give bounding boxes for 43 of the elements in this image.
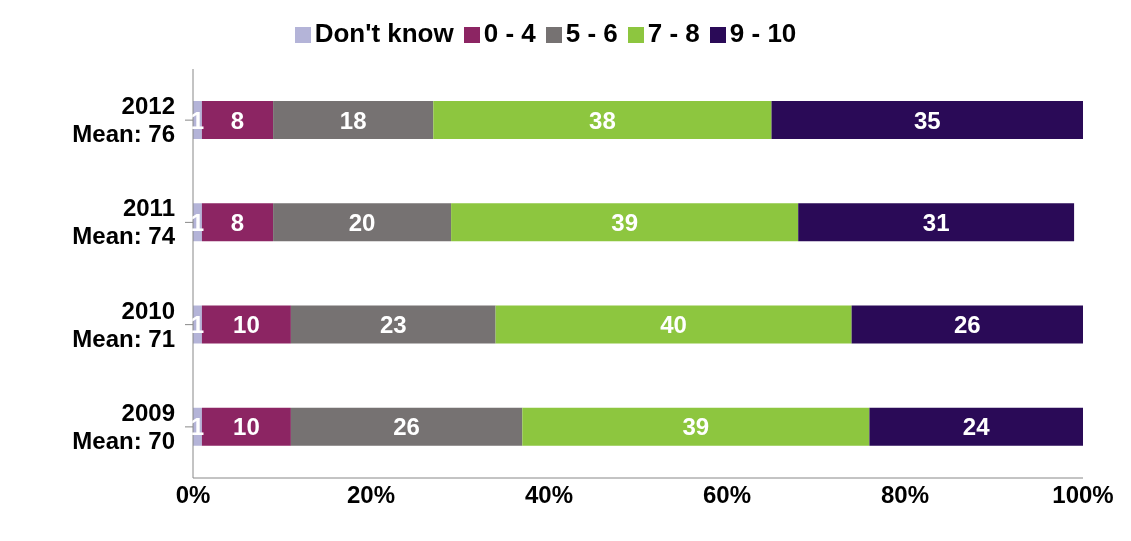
y-tick-label: 2010 Mean: 71: [72, 296, 175, 352]
data-label: 20: [348, 208, 376, 236]
bar: [451, 203, 799, 242]
bar: [869, 407, 1083, 446]
data-label: 31: [922, 208, 950, 236]
data-label: 24: [962, 413, 991, 441]
x-tick-label: 0%: [175, 481, 211, 509]
bar: [273, 101, 434, 139]
data-label: 23: [379, 311, 407, 339]
bar: [522, 407, 870, 446]
y-tick-label: 2012 Mean: 76: [72, 92, 175, 148]
data-label: 18: [339, 106, 367, 134]
legend-label: 7 - 8: [647, 18, 700, 48]
legend-label: Don't know: [314, 18, 454, 48]
legend-label: 0 - 4: [483, 18, 536, 48]
bar: [851, 305, 1083, 344]
data-label: 10: [233, 413, 260, 441]
bar: [273, 203, 452, 242]
bar: [290, 407, 523, 446]
x-tick-label: 80%: [880, 481, 930, 509]
bar: [798, 203, 1075, 242]
x-tick-label: 60%: [702, 481, 752, 509]
data-label: 39: [611, 208, 638, 236]
bar: [771, 101, 1083, 139]
x-tick-label: 20%: [346, 481, 396, 509]
legend-label: 5 - 6: [565, 18, 618, 48]
y-tick-label: 2011 Mean: 74: [72, 194, 176, 250]
data-label: 26: [393, 413, 420, 441]
legend-label: 9 - 10: [729, 18, 797, 48]
bar: [433, 101, 772, 139]
data-label: 8: [230, 106, 245, 134]
y-tick-label: 2009 Mean: 70: [72, 398, 175, 454]
data-label: 8: [230, 208, 245, 236]
data-label: 26: [953, 311, 981, 339]
data-label: 38: [589, 106, 616, 134]
x-tick-label: 40%: [524, 481, 574, 509]
bar: [495, 305, 852, 344]
x-tick-label: 100%: [1052, 481, 1114, 509]
data-label: 10: [233, 311, 260, 339]
bar: [290, 305, 496, 344]
data-label: 35: [913, 106, 941, 134]
data-label: 39: [682, 413, 710, 441]
data-label: 40: [660, 311, 687, 339]
